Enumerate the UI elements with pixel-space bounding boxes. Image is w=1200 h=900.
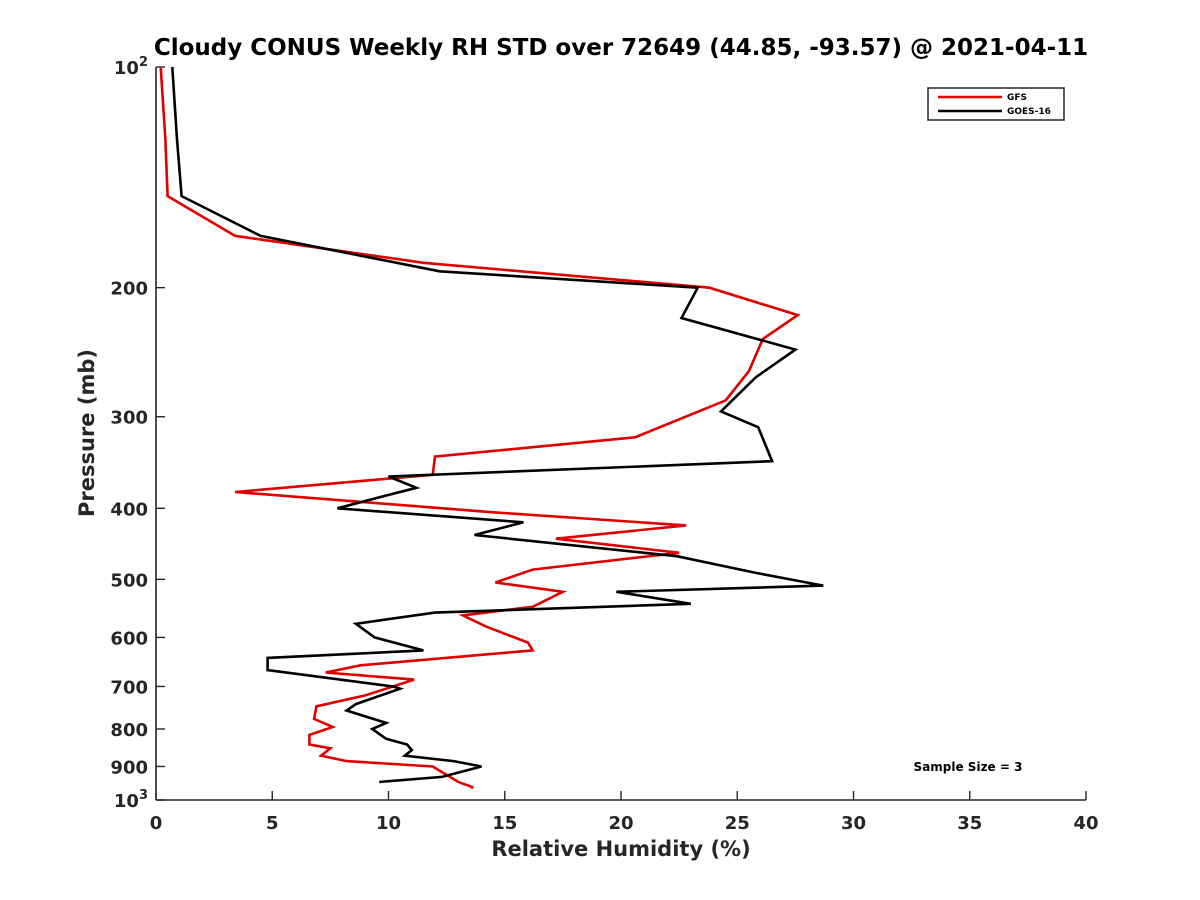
series-line-gfs <box>159 66 801 789</box>
y-tick-label: 300 <box>110 408 148 429</box>
series-line-goes-16 <box>171 66 824 784</box>
y-tick-label: 700 <box>110 677 148 698</box>
y-axis-label: Pressure (mb) <box>75 349 99 517</box>
legend-box <box>927 87 1065 121</box>
plot-area: 0 5 10 15 20 25 30 35 40 102 200 300 400 500 600 700 80… <box>110 55 1098 834</box>
y-tick-label: 800 <box>110 720 148 741</box>
chart-title: Cloudy CONUS Weekly RH STD over 72649 (4… <box>154 35 1088 61</box>
sample-size-annotation: Sample Size = 3 <box>914 760 1023 774</box>
y-tick-label: 500 <box>110 570 148 591</box>
x-ticks: 0 5 10 15 20 25 30 35 40 <box>150 791 1099 834</box>
legend: GFS GOES-16 <box>927 87 1065 121</box>
x-axis-label: Relative Humidity (%) <box>491 837 750 861</box>
x-tick-label: 10 <box>376 813 401 834</box>
x-tick-label: 5 <box>266 813 279 834</box>
y-tick-label: 600 <box>110 628 148 649</box>
x-tick-label: 15 <box>492 813 517 834</box>
y-tick-label: 200 <box>110 279 148 300</box>
x-tick-label: 20 <box>608 813 633 834</box>
y-tick-label: 400 <box>110 499 148 520</box>
x-tick-label: 35 <box>957 813 982 834</box>
x-tick-label: 25 <box>725 813 750 834</box>
x-tick-label: 0 <box>150 813 163 834</box>
series-layer <box>159 66 824 789</box>
y-tick-label: 900 <box>110 757 148 778</box>
y-tick-label: 102 <box>114 55 148 79</box>
y-ticks: 102 200 300 400 500 600 700 800 900 103 <box>110 55 165 812</box>
y-tick-label: 103 <box>114 788 148 812</box>
x-tick-label: 30 <box>841 813 866 834</box>
legend-label-goes-16: GOES-16 <box>1007 107 1051 117</box>
legend-label-gfs: GFS <box>1007 93 1027 103</box>
x-tick-label: 40 <box>1073 813 1098 834</box>
